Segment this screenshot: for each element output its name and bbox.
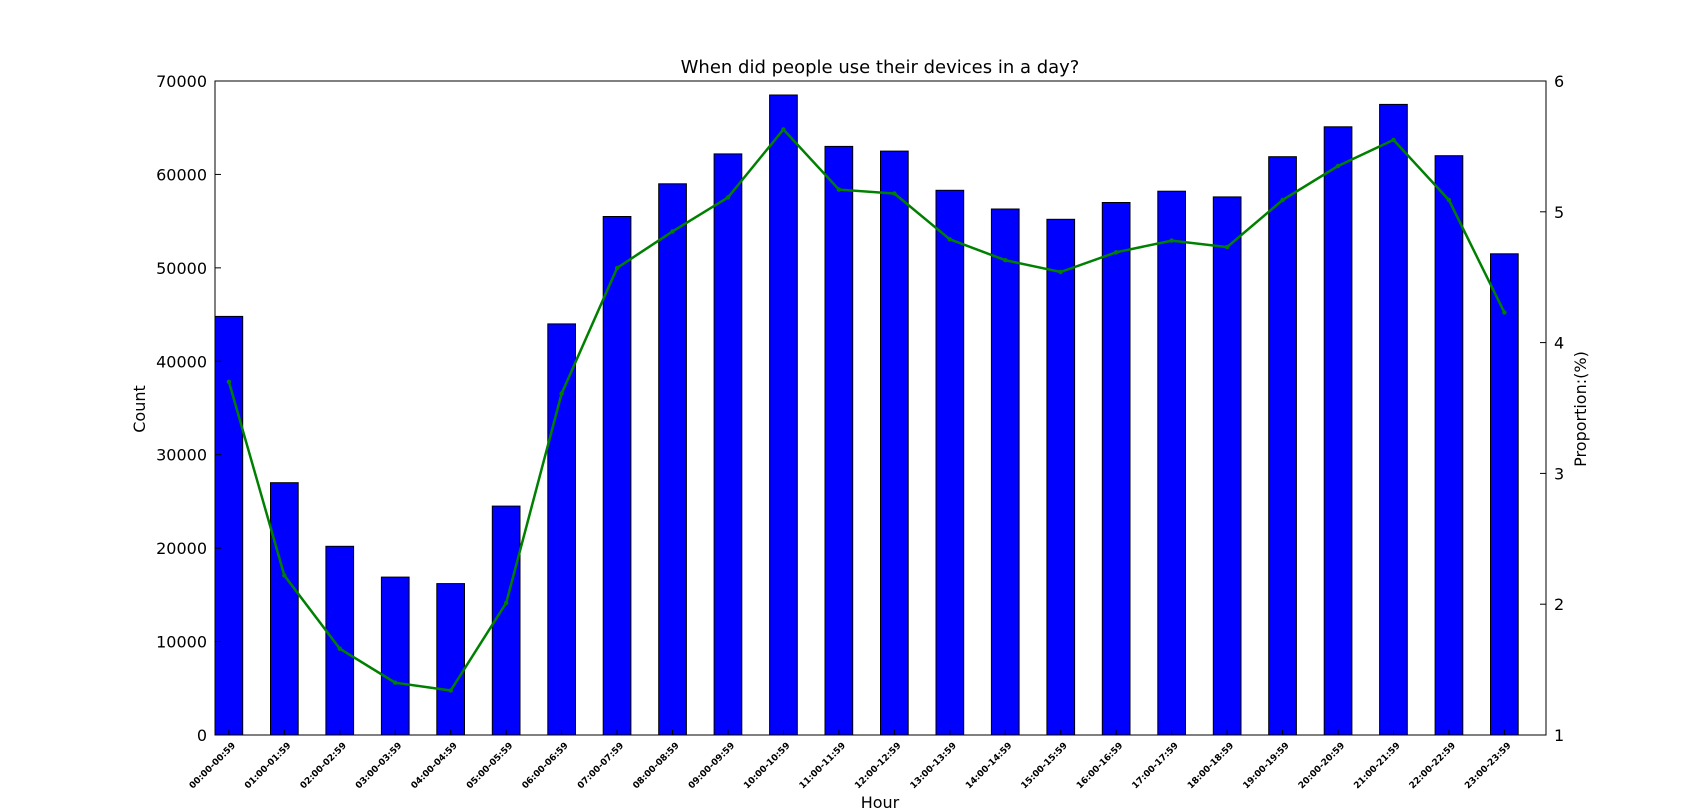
x-tick-label: 20:00-20:59 (1297, 741, 1347, 791)
line-point (614, 265, 620, 271)
line-point (1280, 197, 1285, 203)
bar (1157, 190, 1187, 736)
bar (1268, 156, 1297, 736)
x-tick-label: 16:00-16:59 (1075, 741, 1125, 791)
line-point (504, 600, 509, 606)
line-point (947, 237, 952, 242)
plot-frame (214, 80, 1547, 736)
bar (436, 583, 465, 736)
bar-series (214, 94, 1519, 736)
x-tick-label: 19:00-19:59 (1241, 741, 1291, 791)
line-point (892, 191, 897, 196)
y-tick-label: 30000 (156, 446, 207, 465)
bar (602, 216, 632, 736)
x-tick-label: 08:00-08:59 (631, 741, 681, 791)
bar (1490, 253, 1519, 736)
chart-title: When did people use their devices in a d… (681, 57, 1080, 78)
y2-tick-label: 1 (1554, 726, 1564, 745)
line-point (1335, 163, 1341, 169)
y2-tick-label: 3 (1554, 464, 1564, 483)
x-tick-label: 02:00-02:59 (299, 741, 349, 791)
bar (1046, 218, 1076, 736)
line-point (781, 127, 786, 132)
y-tick-label: 20000 (156, 539, 207, 558)
y2-axis-label: Proportion:(%) (1571, 351, 1590, 467)
x-tick-label: 21:00-21:59 (1352, 741, 1402, 791)
line-point (836, 187, 842, 192)
line-point (337, 646, 342, 651)
y-tick-label: 40000 (156, 352, 207, 371)
line-point (226, 379, 232, 384)
x-tick-label: 05:00-05:59 (465, 741, 515, 791)
line-point (1003, 258, 1008, 263)
y-tick-label: 70000 (156, 72, 207, 91)
x-tick-label: 04:00-04:59 (410, 741, 460, 791)
x-tick-label: 00:00-00:59 (188, 741, 238, 791)
bar (935, 189, 965, 736)
x-tick-label: 07:00-07:59 (576, 741, 626, 791)
axes: 0 10000 20000 30000 40000 50000 60000 70000 1 2 3 4… (156, 72, 1564, 791)
bar (769, 94, 798, 736)
x-tick-label: 23:00-23:59 (1463, 741, 1513, 791)
bar (1434, 155, 1464, 736)
line-point (1224, 244, 1230, 250)
line-point (1502, 310, 1507, 315)
x-tick-label: 13:00-13:59 (909, 741, 959, 791)
y2-tick-label: 5 (1554, 203, 1564, 222)
bar (547, 323, 576, 736)
bar (1212, 196, 1242, 736)
x-tick-label: 15:00-15:59 (1020, 741, 1070, 791)
y2-tick-label: 4 (1554, 334, 1564, 353)
bar (214, 315, 244, 736)
line-point (448, 688, 453, 693)
line-point (1391, 137, 1396, 143)
line-point (559, 391, 564, 396)
bar (1101, 202, 1131, 736)
x-tick-label: 14:00-14:59 (964, 741, 1014, 791)
line-point (1169, 238, 1174, 243)
bar (380, 576, 410, 736)
bar (491, 505, 521, 736)
bar (880, 150, 909, 736)
bar (325, 545, 355, 736)
line-point (282, 573, 287, 578)
y-tick-label: 0 (197, 726, 207, 745)
line-point (1114, 250, 1119, 255)
x-tick-label: 17:00-17:59 (1131, 741, 1181, 791)
line-point (1058, 269, 1063, 275)
x-tick-label: 22:00-22:59 (1408, 741, 1458, 791)
y-tick-label: 50000 (156, 259, 207, 278)
x-tick-label: 10:00-10:59 (742, 741, 792, 791)
bar (824, 145, 854, 736)
line-point (670, 229, 675, 234)
bar (990, 208, 1020, 736)
x-tick-label: 01:00-01:59 (243, 741, 293, 791)
y-tick-label: 10000 (156, 633, 207, 652)
x-tick-label: 06:00-06:59 (520, 741, 570, 791)
line-point (725, 195, 731, 200)
x-axis-label: Hour (861, 793, 900, 812)
x-tick-label: 12:00-12:59 (853, 741, 903, 791)
bar (658, 183, 687, 736)
proportion-line-series (226, 127, 1507, 693)
y2-tick-label: 6 (1554, 72, 1564, 91)
bar (1379, 103, 1408, 736)
y2-tick-label: 2 (1554, 595, 1564, 614)
bar (270, 482, 299, 736)
bar (713, 153, 743, 736)
x-tick-label: 09:00-09:59 (687, 741, 737, 791)
y-tick-label: 60000 (156, 165, 207, 184)
x-tick-label: 18:00-18:59 (1186, 741, 1236, 791)
bar (1323, 126, 1353, 736)
y-axis-label: Count (130, 385, 149, 433)
proportion-line (227, 127, 1506, 692)
line-point (393, 680, 398, 685)
x-tick-label: 03:00-03:59 (354, 741, 404, 791)
line-point (1446, 197, 1452, 203)
x-tick-label: 11:00-11:59 (798, 741, 848, 791)
